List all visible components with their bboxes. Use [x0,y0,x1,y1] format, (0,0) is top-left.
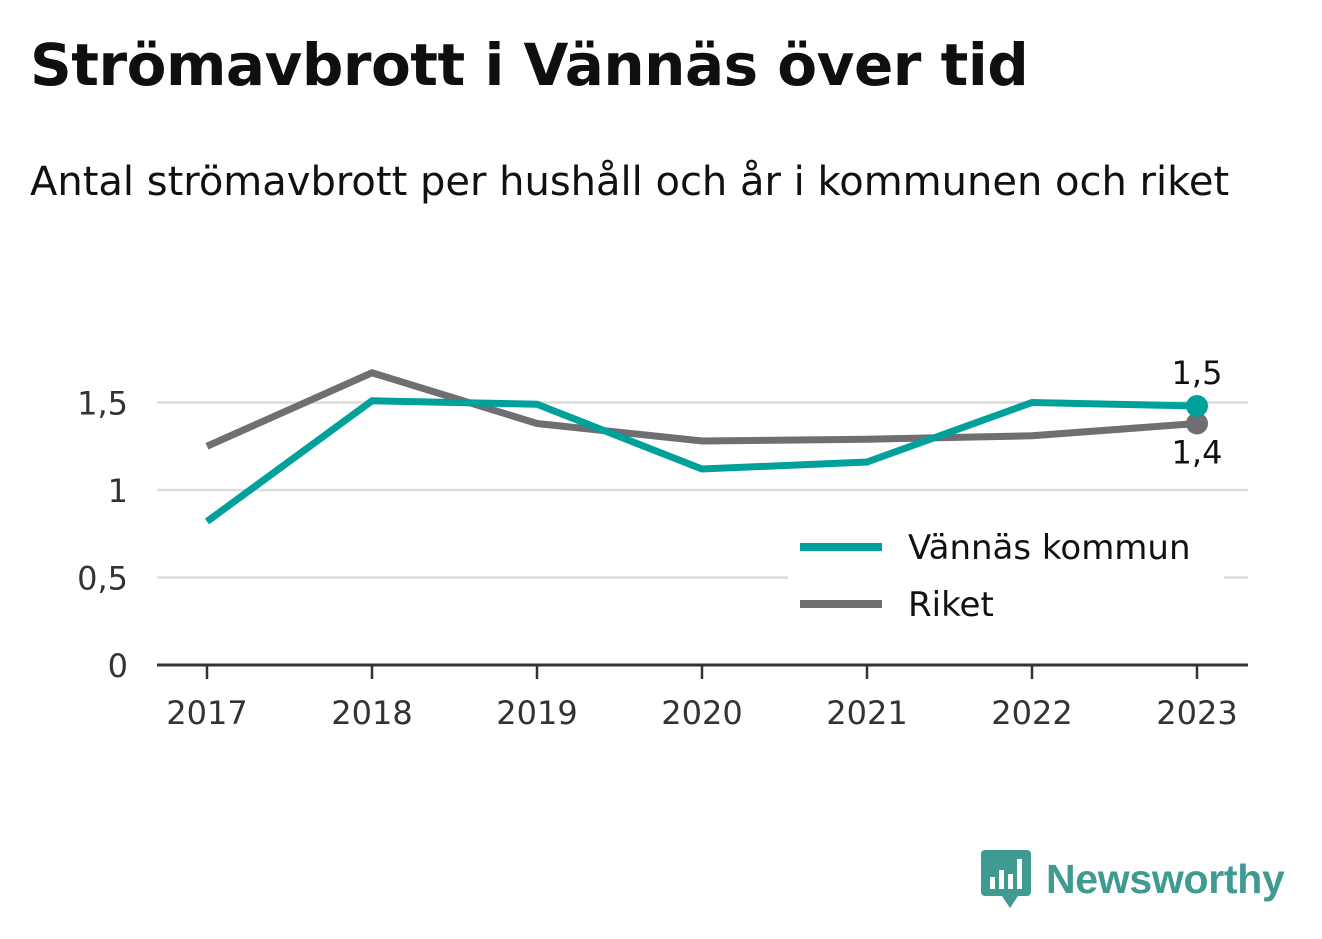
series-line-riket [205,369,1198,450]
series-end-label: 1,5 [1172,354,1223,392]
x-tick-label: 2023 [1156,694,1237,732]
series-end-label: 1,4 [1172,434,1223,472]
series-lines [204,369,1198,525]
legend-label: Vännäs kommun [908,528,1191,568]
series-endpoint-marker [1186,395,1208,417]
x-tick-label: 2018 [331,694,412,732]
y-tick-label: 0 [108,647,128,685]
x-tick-label: 2017 [166,694,247,732]
y-axis-ticks: 0 0,5 1 1,5 [77,385,128,686]
x-tick-label: 2022 [991,694,1072,732]
y-tick-label: 1 [108,472,128,510]
x-tick-label: 2021 [826,694,907,732]
x-tick-label: 2020 [661,694,742,732]
series-endpoints: 1,5 1,4 [1172,354,1223,472]
y-tick-label: 0,5 [77,560,128,598]
chart-subtitle: Antal strömavbrott per hushåll och år i … [30,159,1230,205]
newsworthy-wordmark: Newsworthy [1046,855,1285,902]
series-line-vannas-kommun [204,397,1198,525]
chart-title: Strömavbrott i Vännäs över tid [30,31,1029,99]
legend: Vännäs kommun Riket [788,518,1224,636]
newsworthy-brand: Newsworthy [980,848,1285,910]
y-tick-label: 1,5 [77,385,128,423]
legend-label: Riket [908,585,994,625]
newsworthy-logo-icon [981,850,1031,908]
legend-background [788,518,1224,636]
x-axis: 2017 2018 2019 2020 2021 2022 2023 [157,663,1248,732]
x-tick-label: 2019 [496,694,577,732]
series-endpoint-marker [1186,412,1208,435]
